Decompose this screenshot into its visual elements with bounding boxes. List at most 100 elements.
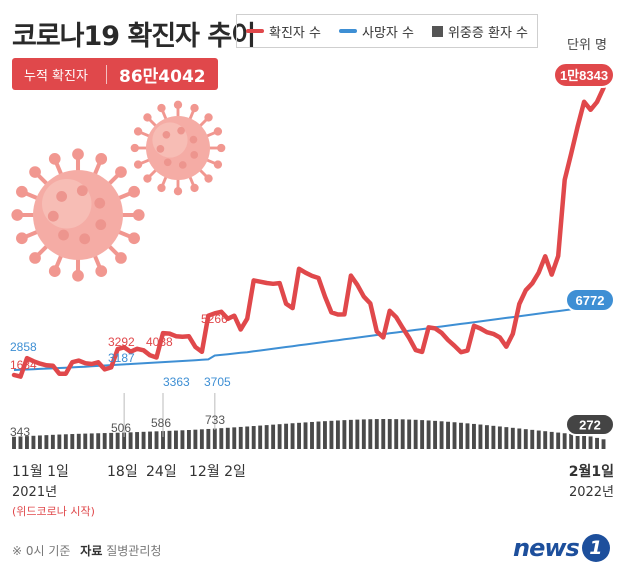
critical-bar [225, 427, 230, 449]
critical-bar [342, 420, 347, 449]
critical-bar [50, 434, 55, 449]
x-tick-label: 11월 1일 [12, 464, 69, 480]
end-badge: 6772 [565, 288, 615, 312]
critical-bar [426, 420, 431, 449]
virus-small-dot [177, 126, 185, 135]
x-tick-sublabel: 2021년 [12, 485, 57, 500]
critical-bar [478, 424, 483, 449]
end-badge-label: 6772 [576, 293, 605, 308]
critical-bar [303, 422, 308, 449]
legend-label-deaths: 사망자 수 [361, 25, 414, 41]
virus-large-spike-tip [115, 166, 127, 178]
data-label: 3363 [163, 375, 190, 389]
virus-small-spike-tip [173, 187, 183, 196]
legend-item-deaths: 사망자 수 [338, 22, 414, 41]
logo-number: 1 [581, 534, 610, 562]
critical-bar [601, 439, 606, 449]
critical-bar [277, 424, 282, 449]
virus-large-spike-tip [16, 185, 28, 198]
critical-bar [212, 428, 217, 449]
virus-large-spike-tip [72, 269, 84, 282]
critical-bar [128, 432, 133, 449]
cumulative-label: 누적 확진자 [12, 64, 107, 84]
critical-bar [497, 426, 502, 449]
end-badge-label: 1만8343 [560, 68, 608, 83]
virus-small-dot [190, 151, 199, 159]
virus-small-spike-tip [157, 103, 166, 113]
data-label: 586 [151, 416, 171, 430]
critical-bar [31, 435, 36, 449]
critical-bar [549, 431, 554, 449]
critical-bar [562, 433, 567, 449]
critical-bar [219, 428, 224, 449]
critical-bars [12, 419, 606, 449]
data-label: 3292 [108, 335, 135, 349]
virus-small-spike-tip [157, 183, 166, 193]
critical-bar [232, 427, 237, 449]
critical-bar [57, 434, 62, 449]
critical-bar [329, 420, 334, 449]
critical-bar [148, 431, 152, 449]
virus-small-spike-tip [204, 174, 213, 183]
end-badge: 272 [565, 413, 615, 436]
critical-bar [154, 431, 159, 449]
logo-text: news [513, 534, 580, 562]
data-label: 506 [111, 421, 131, 435]
critical-bar [368, 419, 373, 449]
x-tick-note: (위드코로나 시작) [12, 505, 95, 518]
series-lines [11, 85, 606, 379]
virus-small-spike-tip [143, 113, 152, 122]
data-label: 733 [205, 413, 225, 427]
virus-large-dot [95, 219, 107, 231]
critical-bar [394, 419, 399, 449]
legend: 확진자 수 사망자 수 위중증 환자 수 [236, 14, 538, 48]
x-tick-label: 2월1일 [569, 463, 614, 480]
virus-small-spike-tip [190, 183, 199, 193]
virus-small-spike-tip [204, 113, 213, 122]
critical-bar [543, 431, 548, 449]
virus-large-spike-tip [11, 209, 24, 221]
virus-large [11, 148, 145, 282]
critical-bar [63, 434, 68, 449]
legend-swatch-critical [431, 25, 443, 37]
virus-small-dot [189, 135, 198, 144]
footer-note: ※ 0시 기준 자료 질병관리청 [12, 542, 161, 559]
critical-bar [297, 422, 301, 449]
data-label: 1684 [10, 358, 37, 372]
virus-large-dot [58, 229, 69, 241]
news1-logo: news 1 [513, 533, 610, 563]
critical-bar [70, 434, 75, 449]
source-name: 질병관리청 [106, 544, 162, 558]
critical-bar [193, 429, 198, 449]
critical-bar [361, 419, 366, 449]
critical-bar [89, 433, 94, 449]
critical-bar [433, 420, 438, 449]
legend-swatch-deaths [338, 29, 357, 33]
critical-bar [180, 430, 185, 449]
critical-bar [18, 436, 23, 449]
critical-bar [387, 419, 392, 449]
critical-bar [316, 421, 321, 449]
critical-bar [161, 431, 165, 449]
x-ticks: 11월 1일 2021년 (위드코로나 시작) 18일 24일 12월 2일 2월1일 202… [12, 393, 614, 518]
critical-bar [517, 428, 522, 449]
critical-bar [582, 435, 587, 449]
critical-bar [238, 426, 243, 449]
virus-small-spike-tip [213, 127, 223, 136]
data-label: 5266 [201, 312, 228, 326]
critical-bar [206, 428, 211, 449]
critical-bar [141, 431, 146, 449]
cumulative-badge: 누적 확진자 86만4042 [12, 58, 218, 90]
critical-bar [472, 423, 476, 449]
critical-bar [199, 429, 204, 449]
virus-small-spike-tip [173, 100, 183, 109]
virus-small-spike-tip [133, 127, 143, 136]
critical-bar [83, 433, 88, 449]
critical-bar [374, 419, 379, 449]
critical-bar [523, 429, 528, 449]
virus-large-spike-tip [128, 185, 140, 198]
cases-line [11, 85, 606, 379]
critical-bar [381, 419, 386, 449]
virus-small-spike-tip [130, 143, 139, 153]
